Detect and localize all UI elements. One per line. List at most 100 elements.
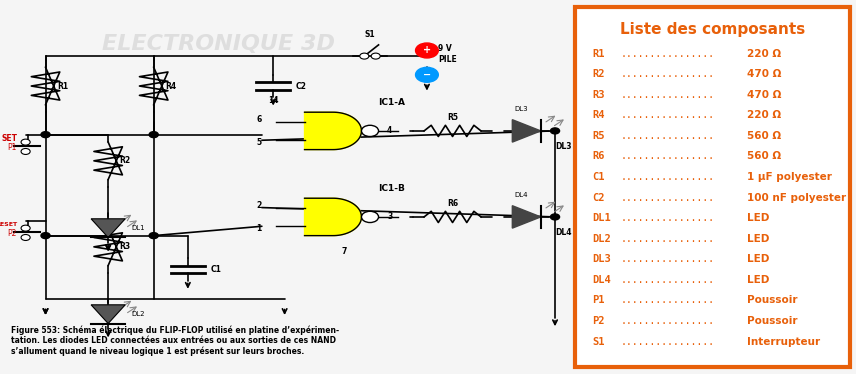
Text: RESET: RESET (0, 222, 17, 227)
Circle shape (149, 233, 158, 239)
Text: ELECTRONIQUE 3D: ELECTRONIQUE 3D (103, 34, 336, 53)
Text: 5: 5 (257, 138, 262, 147)
Text: P1: P1 (592, 295, 604, 306)
Circle shape (21, 234, 30, 240)
Text: DL4: DL4 (514, 192, 527, 198)
Text: DL2: DL2 (131, 311, 145, 317)
Text: P2: P2 (8, 229, 17, 238)
Text: C1: C1 (592, 172, 604, 182)
Polygon shape (91, 219, 125, 237)
Text: 2: 2 (257, 201, 262, 210)
Text: 14: 14 (268, 96, 278, 105)
Text: 220 Ω: 220 Ω (747, 110, 782, 120)
Text: DL4: DL4 (592, 275, 611, 285)
Text: Poussoir: Poussoir (747, 295, 798, 306)
Text: +: + (423, 46, 431, 55)
FancyBboxPatch shape (575, 7, 850, 367)
Circle shape (415, 43, 438, 58)
Text: 470 Ω: 470 Ω (747, 69, 782, 79)
Text: ................: ................ (621, 69, 715, 79)
Text: LED: LED (747, 213, 770, 223)
Text: S1: S1 (592, 337, 604, 347)
Polygon shape (305, 112, 361, 150)
Text: ................: ................ (621, 131, 715, 141)
Text: DL1: DL1 (592, 213, 611, 223)
Text: ................: ................ (621, 49, 715, 59)
Text: DL3: DL3 (592, 254, 611, 264)
Text: R4: R4 (592, 110, 604, 120)
Text: Poussoir: Poussoir (747, 316, 798, 326)
Text: DL4: DL4 (555, 228, 572, 237)
Text: P1: P1 (8, 143, 17, 152)
Polygon shape (512, 120, 541, 142)
Text: 4: 4 (387, 126, 392, 135)
Text: ................: ................ (621, 172, 715, 182)
Circle shape (41, 132, 51, 138)
Polygon shape (305, 198, 361, 236)
Text: R5: R5 (592, 131, 604, 141)
Circle shape (41, 233, 51, 239)
Text: C2: C2 (592, 193, 604, 203)
Circle shape (550, 128, 560, 134)
Text: Figure 553: Schéma électrique du FLIP-FLOP utilisé en platine d’expérimen-
tatio: Figure 553: Schéma électrique du FLIP-FL… (11, 325, 340, 356)
Text: R6: R6 (592, 151, 604, 162)
Text: R6: R6 (447, 199, 458, 208)
Text: SET: SET (1, 134, 17, 143)
Polygon shape (512, 206, 541, 228)
Text: R3: R3 (592, 90, 604, 100)
Text: ................: ................ (621, 151, 715, 162)
Text: −: − (423, 70, 431, 80)
Text: 7: 7 (342, 247, 348, 256)
Text: ................: ................ (621, 90, 715, 100)
Text: 6: 6 (257, 115, 262, 124)
Text: ................: ................ (621, 295, 715, 306)
Text: 1: 1 (257, 224, 262, 233)
Text: 9 V: 9 V (438, 44, 452, 53)
Text: LED: LED (747, 234, 770, 244)
Text: R4: R4 (165, 82, 176, 91)
Circle shape (361, 211, 378, 223)
Text: 3: 3 (387, 212, 392, 221)
Text: ................: ................ (621, 213, 715, 223)
Text: LED: LED (747, 275, 770, 285)
Text: R1: R1 (592, 49, 604, 59)
Text: ................: ................ (621, 110, 715, 120)
Text: 1 μF polyester: 1 μF polyester (747, 172, 832, 182)
Text: R5: R5 (447, 113, 458, 122)
Polygon shape (91, 305, 125, 324)
Text: C2: C2 (296, 82, 307, 91)
Text: LED: LED (747, 254, 770, 264)
Text: Liste des composants: Liste des composants (620, 22, 805, 37)
Circle shape (361, 125, 378, 137)
Circle shape (550, 214, 560, 220)
Text: DL3: DL3 (514, 106, 527, 112)
Text: ................: ................ (621, 275, 715, 285)
Text: C1: C1 (211, 265, 222, 274)
Circle shape (21, 139, 30, 145)
Text: P2: P2 (592, 316, 604, 326)
Text: PILE: PILE (438, 55, 457, 64)
Text: ................: ................ (621, 316, 715, 326)
Text: DL3: DL3 (555, 142, 572, 151)
Text: ................: ................ (621, 234, 715, 244)
Circle shape (372, 53, 380, 59)
Text: Interrupteur: Interrupteur (747, 337, 820, 347)
Text: ................: ................ (621, 254, 715, 264)
Text: ................: ................ (621, 337, 715, 347)
Circle shape (21, 148, 30, 154)
Text: R2: R2 (592, 69, 604, 79)
Text: ................: ................ (621, 193, 715, 203)
Text: 470 Ω: 470 Ω (747, 90, 782, 100)
Text: R3: R3 (120, 242, 131, 251)
Text: 560 Ω: 560 Ω (747, 131, 782, 141)
Text: DL2: DL2 (592, 234, 611, 244)
Text: DL1: DL1 (131, 225, 145, 231)
Circle shape (21, 225, 30, 231)
Text: IC1-B: IC1-B (378, 184, 406, 193)
Circle shape (149, 132, 158, 138)
Text: 560 Ω: 560 Ω (747, 151, 782, 162)
Text: IC1-A: IC1-A (378, 98, 406, 107)
Text: S1: S1 (365, 30, 375, 39)
Text: R2: R2 (120, 156, 131, 165)
Circle shape (415, 67, 438, 82)
